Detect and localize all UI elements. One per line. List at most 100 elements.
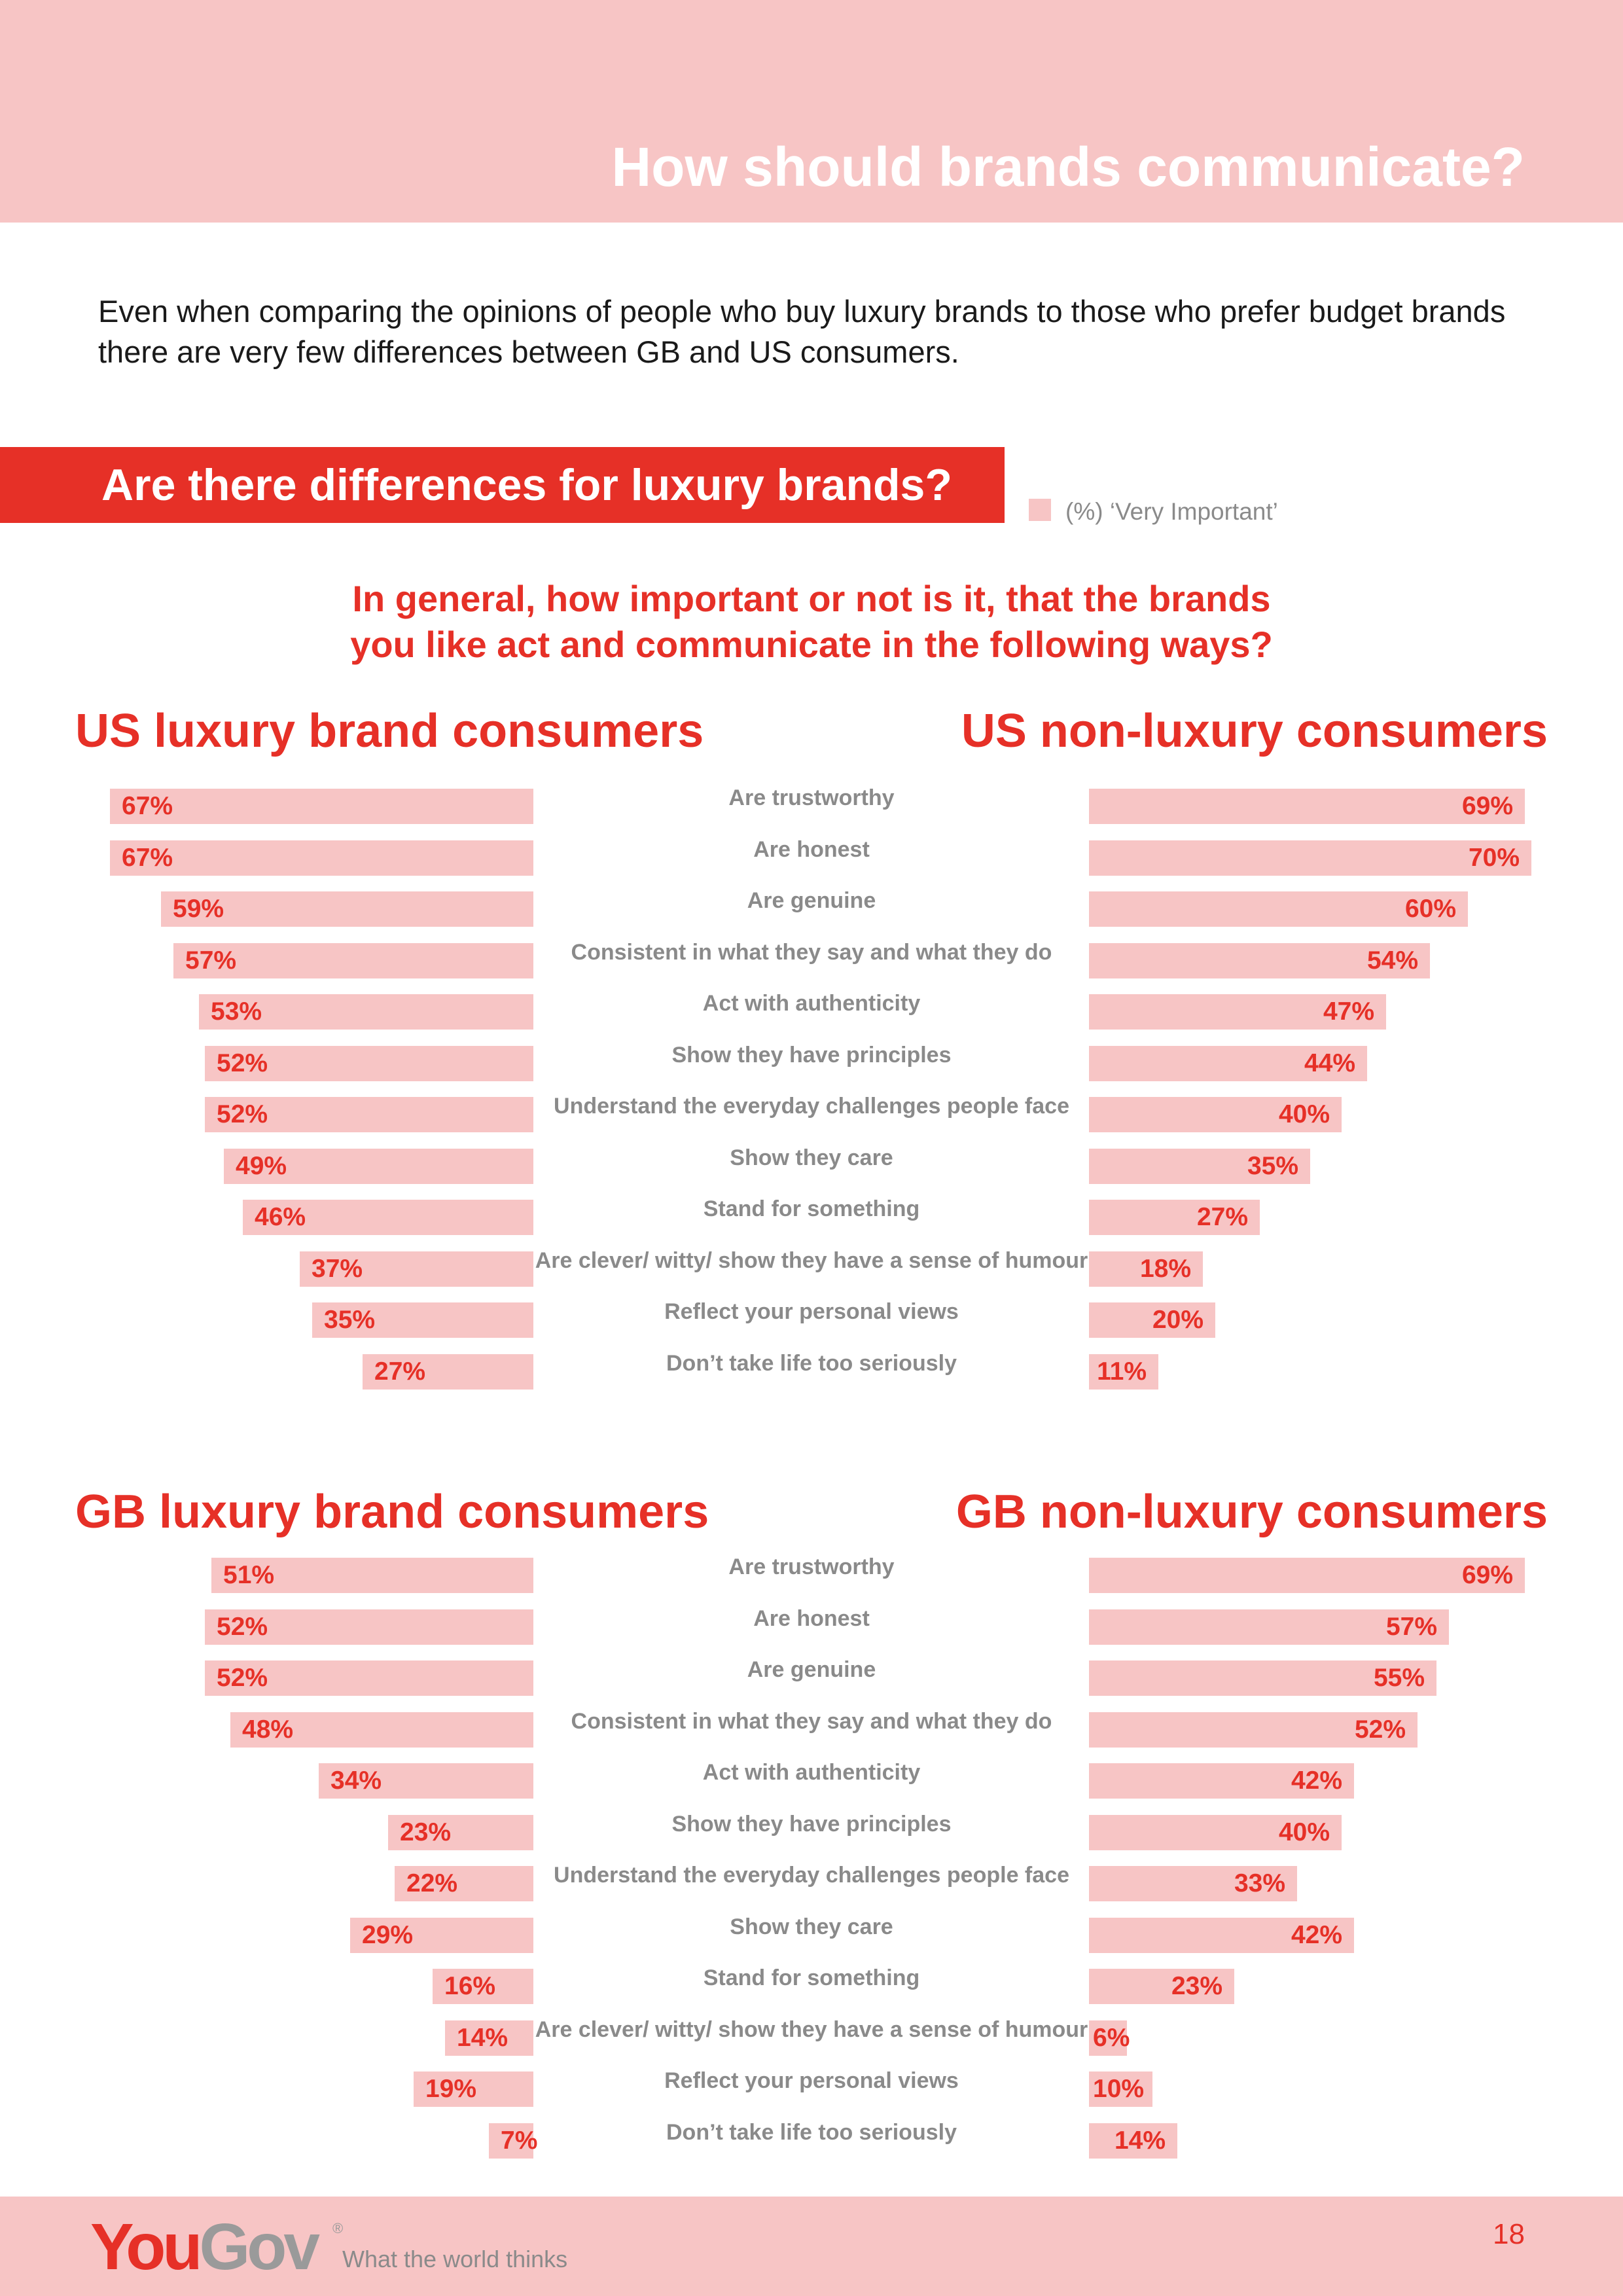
gb-non-luxury-bar <box>1089 1763 1354 1799</box>
gb-non-luxury-bar <box>1089 1815 1342 1850</box>
gb-luxury-bar-label: 16% <box>444 1972 496 2000</box>
gb-luxury-bar <box>211 1558 533 1593</box>
us-category-label: Don’t take life too seriously <box>666 1351 957 1376</box>
gb-category-label: Don’t take life too seriously <box>666 2120 957 2145</box>
us-non-luxury-bar <box>1089 1046 1367 1081</box>
us-luxury-bar-label: 67% <box>122 792 173 820</box>
chart-title-us-non-luxury: US non-luxury consumers <box>961 705 1548 757</box>
us-luxury-bar-label: 49% <box>236 1152 287 1180</box>
gb-category-label: Stand for something <box>703 1965 920 1990</box>
us-non-luxury-bar <box>1089 789 1525 824</box>
gb-luxury-bar <box>388 1815 533 1850</box>
gb-non-luxury-bar-label: 40% <box>1278 1818 1330 1846</box>
us-non-luxury-bar-label: 20% <box>1152 1306 1204 1334</box>
logo-you: You <box>90 2210 202 2284</box>
registered-mark: ® <box>332 2220 344 2236</box>
us-non-luxury-bar <box>1089 1354 1158 1390</box>
us-category-label: Are honest <box>753 837 870 862</box>
gb-non-luxury-bar-label: 23% <box>1171 1972 1222 2000</box>
page-title: How should brands communicate? <box>611 136 1525 198</box>
us-luxury-bar-label: 59% <box>173 895 224 923</box>
gb-luxury-bar-label: 7% <box>501 2126 538 2155</box>
gb-non-luxury-bar-label: 52% <box>1354 1715 1406 1744</box>
survey-question-line-2: you like act and communicate in the foll… <box>350 624 1273 665</box>
us-non-luxury-bar <box>1089 840 1531 876</box>
us-category-label: Act with authenticity <box>702 991 921 1016</box>
gb-category-label: Consistent in what they say and what the… <box>571 1709 1052 1734</box>
gb-luxury-bar-label: 52% <box>217 1664 268 1692</box>
gb-non-luxury-bar <box>1089 2123 1177 2159</box>
us-luxury-bar-label: 35% <box>324 1306 376 1334</box>
us-category-label: Stand for something <box>703 1196 920 1221</box>
us-non-luxury-bar <box>1089 1251 1203 1287</box>
us-luxury-bar-label: 46% <box>255 1203 306 1231</box>
gb-luxury-bar <box>489 2123 533 2159</box>
gb-luxury-bar <box>205 1609 533 1645</box>
gb-non-luxury-bar <box>1089 1918 1354 1953</box>
gb-non-luxury-bar <box>1089 2072 1152 2107</box>
gb-non-luxury-bar-label: 14% <box>1114 2126 1166 2155</box>
us-luxury-bar <box>110 789 533 824</box>
us-luxury-bar <box>110 840 533 876</box>
gb-luxury-bar <box>433 1969 533 2004</box>
us-non-luxury-bar-label: 35% <box>1247 1152 1298 1180</box>
us-luxury-bar <box>173 943 533 978</box>
survey-question-line-1: In general, how important or not is it, … <box>352 578 1271 619</box>
gb-category-label: Show they care <box>730 1914 893 1939</box>
us-luxury-bar <box>312 1302 533 1338</box>
us-non-luxury-bar-label: 69% <box>1461 792 1513 820</box>
us-luxury-bar-label: 53% <box>211 997 262 1026</box>
logo-gov: Gov <box>199 2210 319 2284</box>
us-category-label: Are genuine <box>747 888 876 913</box>
gb-category-label: Are clever/ witty/ show they have a sens… <box>535 2017 1088 2042</box>
us-luxury-bar <box>363 1354 533 1390</box>
us-non-luxury-bar <box>1089 1097 1342 1132</box>
legend-label: (%) ‘Very Important’ <box>1065 498 1278 525</box>
gb-non-luxury-bar-label: 55% <box>1373 1664 1425 1692</box>
us-luxury-bar-label: 67% <box>122 844 173 872</box>
gb-luxury-bar-label: 14% <box>457 2024 508 2052</box>
gb-category-label: Act with authenticity <box>702 1760 921 1785</box>
gb-non-luxury-bar-label: 6% <box>1093 2024 1130 2052</box>
gb-luxury-bar <box>205 1660 533 1696</box>
yougov-logo: YouGov <box>90 2210 320 2284</box>
gb-luxury-bar-label: 48% <box>242 1715 294 1744</box>
gb-luxury-bar-label: 51% <box>223 1561 275 1589</box>
us-category-label: Reflect your personal views <box>664 1299 959 1324</box>
us-luxury-bar-label: 52% <box>217 1049 268 1077</box>
gb-luxury-bar-label: 22% <box>406 1869 458 1897</box>
us-non-luxury-bar-label: 70% <box>1468 844 1520 872</box>
us-non-luxury-bar <box>1089 1200 1260 1235</box>
us-luxury-bar <box>300 1251 533 1287</box>
gb-non-luxury-bar-label: 10% <box>1093 2075 1145 2103</box>
header-band <box>0 0 1623 223</box>
us-luxury-bar <box>224 1149 533 1184</box>
gb-category-label: Are trustworthy <box>728 1554 895 1579</box>
us-category-label: Are trustworthy <box>728 785 895 810</box>
section-band <box>0 447 1005 523</box>
us-non-luxury-bar <box>1089 943 1430 978</box>
gb-luxury-bar-label: 23% <box>400 1818 452 1846</box>
gb-luxury-bar <box>319 1763 533 1799</box>
gb-category-label: Understand the everyday challenges peopl… <box>554 1863 1069 1888</box>
gb-non-luxury-bar <box>1089 1866 1297 1901</box>
gb-category-label: Are honest <box>753 1606 870 1631</box>
gb-non-luxury-bar-label: 57% <box>1385 1613 1437 1641</box>
gb-luxury-bar <box>350 1918 533 1953</box>
us-non-luxury-bar-label: 11% <box>1097 1357 1147 1386</box>
page-number: 18 <box>1493 2218 1525 2250</box>
chart-title-gb-luxury: GB luxury brand consumers <box>75 1486 709 1538</box>
gb-non-luxury-bar-label: 33% <box>1234 1869 1285 1897</box>
us-category-label: Consistent in what they say and what the… <box>571 940 1052 965</box>
us-non-luxury-bar-label: 18% <box>1139 1255 1191 1283</box>
us-non-luxury-bar-label: 60% <box>1404 895 1456 923</box>
us-non-luxury-bar <box>1089 994 1386 1030</box>
gb-category-label: Reflect your personal views <box>664 2068 959 2093</box>
gb-non-luxury-bar-label: 42% <box>1291 1767 1342 1795</box>
footer-tagline: What the world thinks <box>342 2246 568 2272</box>
us-non-luxury-bar <box>1089 1149 1310 1184</box>
us-luxury-bar <box>205 1097 533 1132</box>
gb-luxury-bar <box>230 1712 533 1748</box>
us-luxury-bar-label: 27% <box>374 1357 426 1386</box>
gb-category-label: Show they have principles <box>671 1812 952 1837</box>
